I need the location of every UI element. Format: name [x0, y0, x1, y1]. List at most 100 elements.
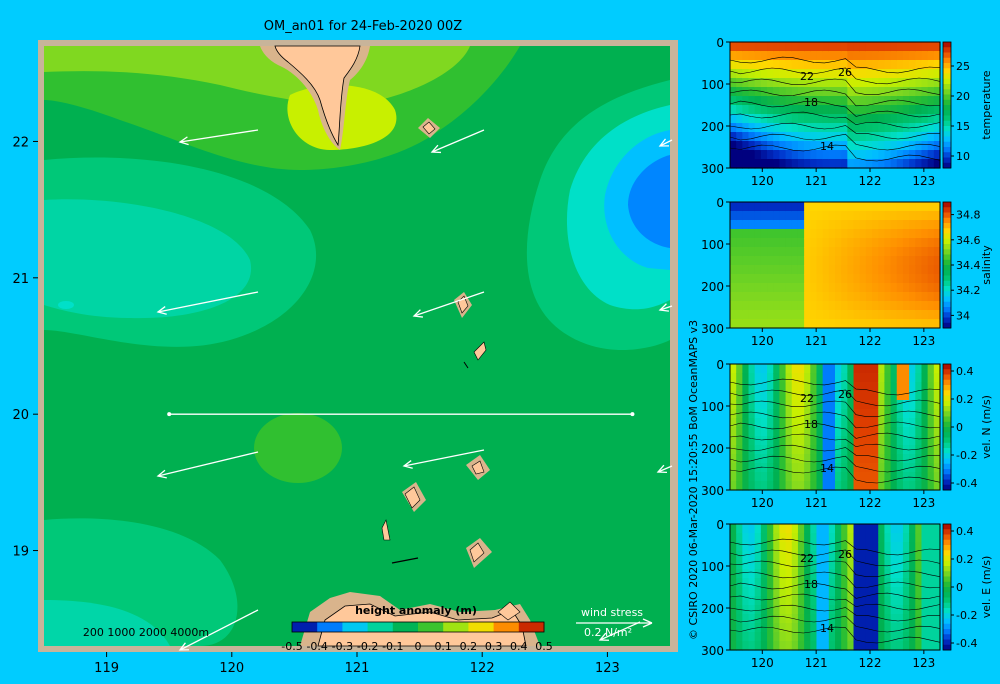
- section-cell: [791, 96, 799, 106]
- section-cell: [933, 542, 941, 552]
- section-cell: [890, 256, 898, 266]
- section-cell: [847, 42, 855, 52]
- section-colorbar-segment: [943, 63, 951, 69]
- section-cell: [909, 229, 916, 239]
- section-cell: [896, 51, 904, 61]
- section-cell: [773, 132, 781, 142]
- section-y-tick-label: 100: [701, 78, 724, 92]
- section-cell: [754, 78, 762, 88]
- section-cell: [822, 42, 830, 52]
- section-cell: [736, 382, 743, 392]
- section-cell: [915, 150, 923, 160]
- section-cell: [847, 238, 855, 248]
- section-cell: [742, 605, 750, 615]
- section-cell: [890, 310, 898, 320]
- section-cell: [884, 472, 892, 482]
- section-cell: [748, 400, 756, 410]
- section-cell: [927, 141, 935, 151]
- section-cell: [822, 481, 830, 491]
- section-cell: [816, 409, 824, 419]
- section-cell: [773, 292, 781, 302]
- section-cell: [909, 524, 916, 534]
- section-cell: [890, 623, 898, 633]
- section-cell: [865, 641, 873, 651]
- section-cell: [767, 159, 774, 169]
- section-cell: [760, 256, 768, 266]
- section-cell: [865, 283, 873, 293]
- section-cell: [816, 292, 824, 302]
- section-cell: [736, 623, 743, 633]
- section-cell: [872, 551, 879, 561]
- section-cell: [890, 51, 898, 61]
- section-cell: [847, 463, 855, 473]
- section-cell: [828, 283, 836, 293]
- section-colorbar-segment: [943, 162, 951, 169]
- section-cell: [742, 533, 750, 543]
- section-cell: [742, 274, 750, 284]
- section-cell: [828, 560, 836, 570]
- section-cell: [865, 542, 873, 552]
- section-cell: [835, 238, 842, 248]
- section-cell: [797, 641, 805, 651]
- section-cell: [816, 202, 824, 212]
- section-cell: [816, 623, 824, 633]
- section-cell: [797, 265, 805, 275]
- section-cell: [773, 382, 781, 392]
- section-cell: [853, 587, 861, 597]
- section-cell: [791, 551, 799, 561]
- section-cell: [828, 202, 836, 212]
- section-cell: [754, 42, 762, 52]
- section-cell: [933, 614, 941, 624]
- section-cell: [890, 578, 898, 588]
- section-cell: [828, 247, 836, 257]
- colorbar-tick-label: -0.5: [281, 640, 302, 653]
- section-cell: [884, 560, 892, 570]
- section-cell: [791, 301, 799, 311]
- section-cell: [902, 105, 910, 115]
- section-cell: [779, 596, 787, 606]
- section-cell: [878, 551, 886, 561]
- section-cell: [915, 78, 923, 88]
- section-cell: [748, 202, 756, 212]
- section-cell: [736, 632, 743, 642]
- section-cell: [872, 51, 879, 61]
- section-cell: [853, 596, 861, 606]
- section-cell: [730, 641, 737, 651]
- section-cell: [865, 632, 873, 642]
- section-cell: [884, 123, 892, 133]
- colorbar-tick-label: -0.1: [382, 640, 403, 653]
- section-colorbar-tick-label: 10: [956, 150, 970, 163]
- section-cell: [822, 454, 830, 464]
- section-cell: [754, 382, 762, 392]
- section-colorbar-segment: [943, 474, 951, 480]
- section-cell: [736, 578, 743, 588]
- section-cell: [909, 436, 916, 446]
- section-cell: [915, 481, 923, 491]
- section-cell: [841, 364, 848, 374]
- section-cell: [767, 436, 774, 446]
- section-cell: [730, 211, 737, 221]
- section-x-tick-label: 120: [751, 334, 774, 348]
- section-colorbar-segment: [943, 395, 951, 402]
- section-cell: [878, 641, 886, 651]
- section-cell: [742, 641, 750, 651]
- section-cell: [915, 123, 923, 133]
- section-cell: [767, 114, 774, 124]
- section-cell: [865, 292, 873, 302]
- section-cell: [797, 87, 805, 97]
- section-cell: [804, 382, 811, 392]
- section-cell: [872, 220, 879, 230]
- section-x-tick-label: 122: [859, 496, 882, 510]
- section-cell: [927, 247, 935, 257]
- section-x-tick-label: 123: [912, 496, 935, 510]
- section-cell: [902, 427, 910, 437]
- section-cell: [797, 51, 805, 61]
- section-cell: [847, 229, 855, 239]
- section-cell: [797, 123, 805, 133]
- section-cell: [909, 542, 916, 552]
- section-cell: [810, 409, 818, 419]
- section-cell: [760, 391, 768, 401]
- section-cell: [804, 409, 811, 419]
- section-cell: [896, 69, 904, 79]
